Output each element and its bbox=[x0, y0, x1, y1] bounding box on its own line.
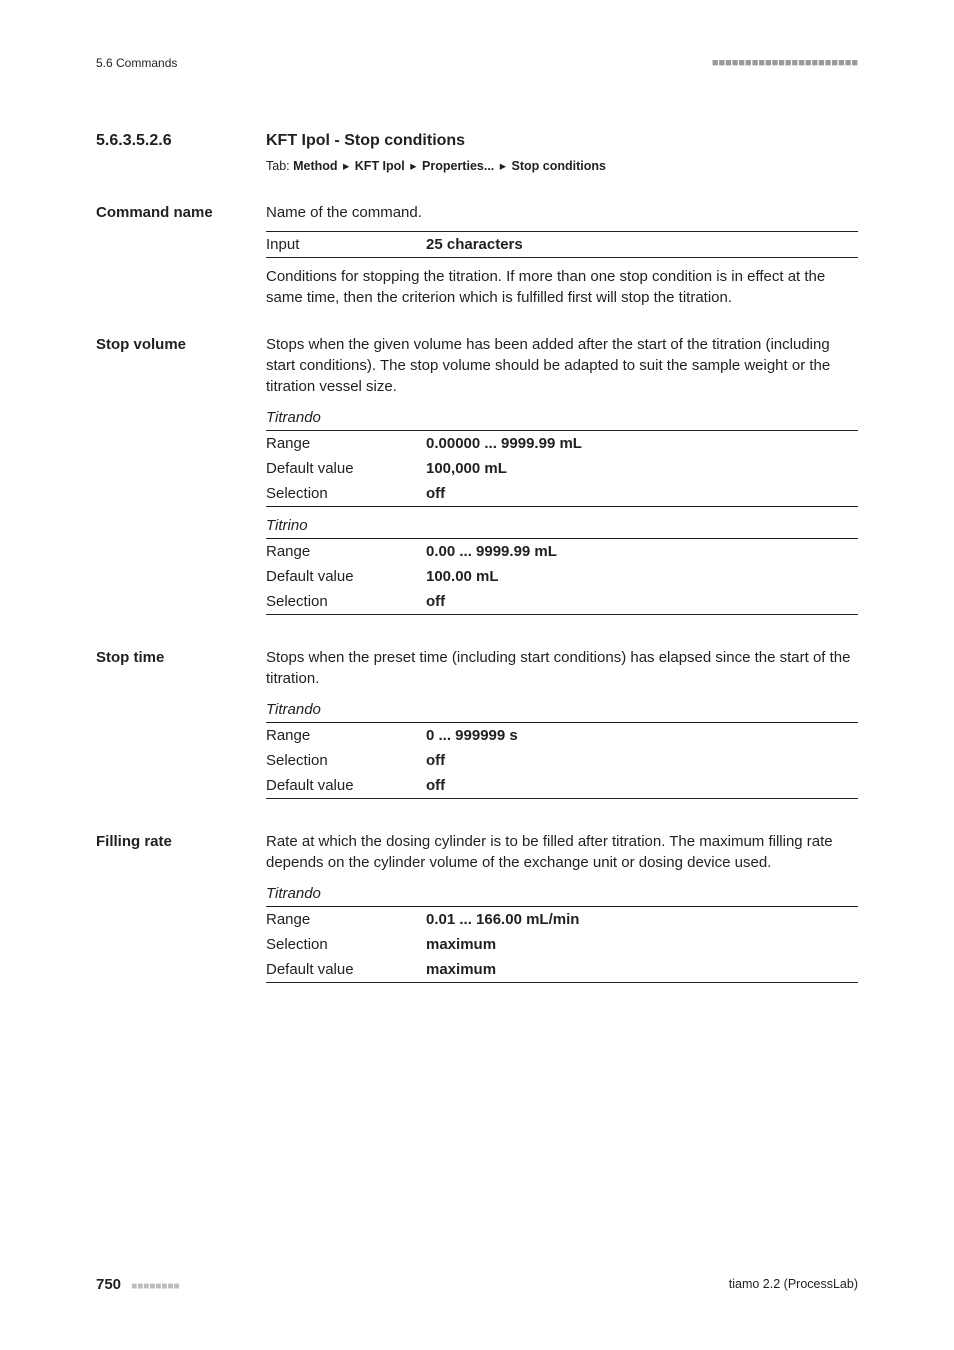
table-row: Default valuemaximum bbox=[266, 957, 858, 983]
table-cell-value: 100.00 mL bbox=[426, 564, 858, 589]
table-cell-label: Range bbox=[266, 722, 426, 748]
table-cell-value: 0 ... 999999 s bbox=[426, 722, 858, 748]
table-cell-label: Default value bbox=[266, 957, 426, 983]
section-title: KFT Ipol - Stop conditions bbox=[266, 130, 465, 152]
table-cell-value: 100,000 mL bbox=[426, 456, 858, 481]
table-subhead: Titrino bbox=[266, 513, 858, 539]
field-label: Command name bbox=[96, 202, 266, 223]
param-table: TitrinoRange0.00 ... 9999.99 mLDefault v… bbox=[266, 513, 858, 615]
tab-arrow-1: ▸ bbox=[405, 159, 422, 173]
field-label: Stop time bbox=[96, 647, 266, 668]
table-row: Selectionoff bbox=[266, 481, 858, 507]
table-row: Range0.01 ... 166.00 mL/min bbox=[266, 906, 858, 932]
table-row: Default value100.00 mL bbox=[266, 564, 858, 589]
field-after-note: Conditions for stopping the titration. I… bbox=[266, 266, 858, 308]
field-body: Stops when the preset time (including st… bbox=[266, 647, 858, 805]
tab-path-2: Properties... bbox=[422, 159, 494, 173]
content: 5.6.3.5.2.6 KFT Ipol - Stop conditions T… bbox=[96, 130, 858, 989]
field-row: Filling rateRate at which the dosing cyl… bbox=[96, 831, 858, 989]
table-row: Selectionoff bbox=[266, 748, 858, 773]
header-left: 5.6 Commands bbox=[96, 55, 177, 72]
table-row: Default valueoff bbox=[266, 773, 858, 799]
table-cell-value: 0.01 ... 166.00 mL/min bbox=[426, 906, 858, 932]
table-cell-value: 25 characters bbox=[426, 231, 858, 257]
table-cell-value: off bbox=[426, 748, 858, 773]
tab-arrow-0: ▸ bbox=[338, 159, 355, 173]
field-desc: Rate at which the dosing cylinder is to … bbox=[266, 831, 858, 873]
table-cell-label: Range bbox=[266, 430, 426, 456]
tab-path-3: Stop conditions bbox=[512, 159, 606, 173]
table-cell-label: Selection bbox=[266, 481, 426, 507]
table-cell-label: Selection bbox=[266, 589, 426, 615]
param-table: TitrandoRange0.01 ... 166.00 mL/minSelec… bbox=[266, 881, 858, 983]
table-cell-value: off bbox=[426, 773, 858, 799]
param-table: TitrandoRange0 ... 999999 sSelectionoffD… bbox=[266, 697, 858, 799]
field-body: Stops when the given volume has been add… bbox=[266, 334, 858, 621]
header-dots: ■■■■■■■■■■■■■■■■■■■■■■ bbox=[712, 56, 858, 71]
table-row: Range0 ... 999999 s bbox=[266, 722, 858, 748]
section-heading: 5.6.3.5.2.6 KFT Ipol - Stop conditions bbox=[96, 130, 858, 152]
table-cell-value: off bbox=[426, 481, 858, 507]
tab-path-1: KFT Ipol bbox=[355, 159, 405, 173]
page-header: 5.6 Commands ■■■■■■■■■■■■■■■■■■■■■■ bbox=[96, 55, 858, 72]
field-body: Name of the command. Input25 characters Co… bbox=[266, 202, 858, 308]
field-desc: Name of the command. bbox=[266, 202, 858, 223]
table-subhead: Titrando bbox=[266, 881, 858, 907]
tab-arrow-2: ▸ bbox=[494, 159, 511, 173]
field-label: Stop volume bbox=[96, 334, 266, 355]
tab-path-0: Method bbox=[293, 159, 337, 173]
table-cell-label: Input bbox=[266, 231, 426, 257]
table-row: Default value100,000 mL bbox=[266, 456, 858, 481]
tab-line-block: Tab: Method ▸ KFT Ipol ▸ Properties... ▸… bbox=[266, 158, 858, 176]
table-cell-label: Default value bbox=[266, 456, 426, 481]
section-number: 5.6.3.5.2.6 bbox=[96, 130, 266, 152]
table-row: Range0.00000 ... 9999.99 mL bbox=[266, 430, 858, 456]
table-row: Selectionmaximum bbox=[266, 932, 858, 957]
footer-left: 750 ■■■■■■■■ bbox=[96, 1274, 180, 1295]
table-cell-label: Selection bbox=[266, 748, 426, 773]
field-desc: Stops when the given volume has been add… bbox=[266, 334, 858, 397]
field-body: Rate at which the dosing cylinder is to … bbox=[266, 831, 858, 989]
table-cell-value: 0.00 ... 9999.99 mL bbox=[426, 538, 858, 564]
page-footer: 750 ■■■■■■■■ tiamo 2.2 (ProcessLab) bbox=[96, 1274, 858, 1295]
table-cell-label: Range bbox=[266, 538, 426, 564]
footer-right: tiamo 2.2 (ProcessLab) bbox=[729, 1276, 858, 1294]
field-row: Command nameName of the command. Input25 … bbox=[96, 202, 858, 308]
table-cell-value: off bbox=[426, 589, 858, 615]
table-cell-value: maximum bbox=[426, 932, 858, 957]
tab-label: Tab: bbox=[266, 159, 293, 173]
table-cell-label: Default value bbox=[266, 564, 426, 589]
field-desc: Stops when the preset time (including st… bbox=[266, 647, 858, 689]
table-cell-value: maximum bbox=[426, 957, 858, 983]
param-table: Input25 characters bbox=[266, 231, 858, 258]
field-row: Stop volumeStops when the given volume h… bbox=[96, 334, 858, 621]
table-row: Range0.00 ... 9999.99 mL bbox=[266, 538, 858, 564]
table-subhead: Titrando bbox=[266, 697, 858, 723]
footer-dots: ■■■■■■■■ bbox=[131, 1281, 179, 1292]
param-table: TitrandoRange0.00000 ... 9999.99 mLDefau… bbox=[266, 405, 858, 507]
table-cell-label: Selection bbox=[266, 932, 426, 957]
table-row: Input25 characters bbox=[266, 231, 858, 257]
tab-line: Tab: Method ▸ KFT Ipol ▸ Properties... ▸… bbox=[266, 158, 858, 176]
fields-container: Command nameName of the command. Input25 … bbox=[96, 202, 858, 989]
table-subhead: Titrando bbox=[266, 405, 858, 431]
table-cell-value: 0.00000 ... 9999.99 mL bbox=[426, 430, 858, 456]
table-cell-label: Default value bbox=[266, 773, 426, 799]
page-number: 750 bbox=[96, 1276, 121, 1293]
table-cell-label: Range bbox=[266, 906, 426, 932]
field-row: Stop timeStops when the preset time (inc… bbox=[96, 647, 858, 805]
field-label: Filling rate bbox=[96, 831, 266, 852]
table-row: Selectionoff bbox=[266, 589, 858, 615]
